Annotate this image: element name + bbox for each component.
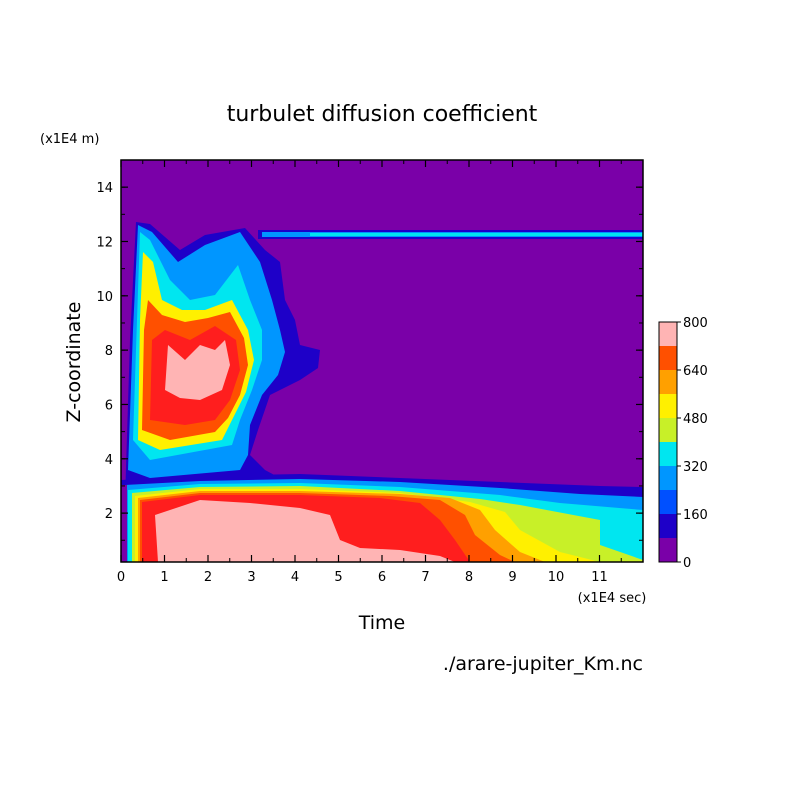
colorbar-swatch xyxy=(659,490,677,514)
colorbar: 0 160 320 480 640 800 xyxy=(658,316,708,571)
y-tick-label: 14 xyxy=(96,181,113,196)
colorbar-swatch xyxy=(659,346,677,370)
chart-title: turbulet diffusion coefficient xyxy=(227,102,538,127)
colorbar-tick-label: 320 xyxy=(683,460,708,475)
x-tick-label: 9 xyxy=(508,570,516,585)
plot-area xyxy=(121,160,643,562)
colorbar-swatch xyxy=(659,466,677,490)
lower-pink xyxy=(155,500,455,562)
y-unit-label: (x1E4 m) xyxy=(40,132,99,147)
x-unit-label: (x1E4 sec) xyxy=(578,591,647,606)
x-tick-label: 4 xyxy=(291,570,299,585)
x-axis: 0 1 2 3 4 5 6 7 8 9 10 11 xyxy=(117,160,644,585)
y-tick-label: 10 xyxy=(96,290,113,305)
source-file-label: ./arare-jupiter_Km.nc xyxy=(443,653,643,675)
y-axis-label: Z-coordinate xyxy=(63,302,85,423)
upper-band-cyan xyxy=(310,233,643,236)
colorbar-tick-label: 160 xyxy=(683,508,708,523)
y-tick-label: 2 xyxy=(105,507,113,522)
colorbar-swatch xyxy=(659,394,677,418)
colorbar-tick-label: 0 xyxy=(683,556,691,571)
colorbar-swatch xyxy=(659,442,677,466)
y-axis: 2 4 6 8 10 12 14 xyxy=(96,159,643,541)
x-tick-label: 8 xyxy=(465,570,473,585)
x-tick-label: 5 xyxy=(334,570,342,585)
colorbar-swatch xyxy=(659,418,677,442)
y-tick-label: 12 xyxy=(96,235,113,250)
x-tick-label: 11 xyxy=(591,570,608,585)
colorbar-swatch xyxy=(659,514,677,538)
x-tick-label: 1 xyxy=(160,570,168,585)
x-tick-label: 3 xyxy=(247,570,255,585)
colorbar-tick-label: 480 xyxy=(683,412,708,427)
colorbar-tick-label: 800 xyxy=(683,316,708,331)
x-tick-label: 6 xyxy=(378,570,386,585)
x-tick-label: 0 xyxy=(117,570,125,585)
x-tick-label: 2 xyxy=(204,570,212,585)
burst-pink xyxy=(165,340,230,400)
y-tick-label: 8 xyxy=(105,344,113,359)
x-tick-label: 7 xyxy=(421,570,429,585)
x-tick-label: 10 xyxy=(548,570,565,585)
colorbar-swatch xyxy=(659,538,677,562)
x-axis-label: Time xyxy=(358,612,406,634)
colorbar-tick-label: 640 xyxy=(683,364,708,379)
colorbar-swatch xyxy=(659,370,677,394)
colorbar-swatch xyxy=(659,322,677,346)
y-tick-label: 6 xyxy=(105,398,113,413)
lower-purple-edge xyxy=(121,485,127,562)
y-tick-label: 4 xyxy=(105,453,113,468)
colorbar-frame xyxy=(658,321,678,563)
